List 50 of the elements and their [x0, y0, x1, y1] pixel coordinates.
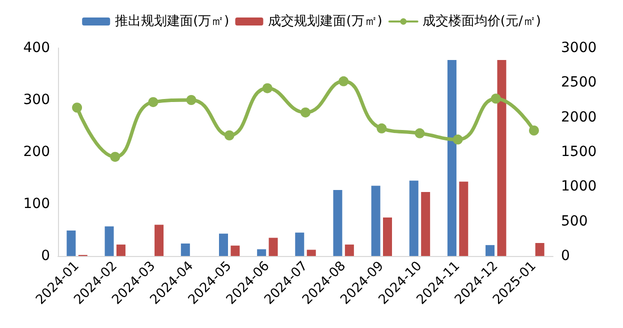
- point: [414, 128, 425, 138]
- point: [452, 134, 463, 145]
- point: [186, 95, 196, 105]
- point: [110, 152, 120, 162]
- bar: [421, 192, 430, 256]
- bar: [295, 232, 304, 256]
- bar: [383, 218, 392, 256]
- legend-label: 成交楼面均价(元/㎡): [422, 13, 541, 29]
- bar: [66, 230, 76, 256]
- bar: [371, 186, 380, 256]
- point: [528, 126, 539, 136]
- bar: [116, 244, 126, 256]
- y2-tick-label: 1000: [561, 178, 597, 195]
- legend-label: 成交规划建面(万㎡): [268, 13, 382, 29]
- y-tick-label: 0: [41, 248, 50, 264]
- point: [72, 102, 82, 113]
- bar: [268, 238, 278, 256]
- bar: [535, 243, 544, 256]
- bar: [180, 244, 190, 256]
- y-tick-label: 400: [23, 40, 50, 56]
- point: [300, 107, 310, 118]
- y-tick-label: 100: [23, 196, 50, 212]
- bar: [154, 224, 164, 256]
- point: [376, 123, 387, 134]
- point: [490, 94, 501, 104]
- bar: [257, 249, 266, 256]
- bar: [230, 246, 240, 256]
- bar: [344, 244, 354, 256]
- bar: [306, 250, 316, 256]
- legend-label: 推出规划建面(万㎡): [115, 14, 230, 29]
- y2-tick-label: 2000: [561, 109, 597, 126]
- bar: [104, 226, 114, 256]
- y2-tick-label: 1500: [561, 144, 597, 160]
- y-tick-label: 200: [23, 144, 50, 160]
- y2-tick-label: 500: [561, 213, 588, 230]
- point: [224, 130, 234, 140]
- bar: [447, 60, 456, 256]
- y2-tick-label: 3000: [561, 40, 597, 56]
- bar: [409, 180, 418, 256]
- y-tick-label: 300: [23, 92, 50, 108]
- bar: [333, 190, 342, 256]
- point: [148, 97, 158, 108]
- point: [262, 83, 272, 94]
- y2-tick-label: 0: [561, 248, 570, 264]
- bar: [218, 234, 228, 256]
- point: [338, 76, 349, 86]
- bar: [497, 60, 506, 256]
- bar: [486, 245, 495, 256]
- y2-tick-label: 2500: [561, 74, 597, 91]
- bar: [459, 182, 468, 256]
